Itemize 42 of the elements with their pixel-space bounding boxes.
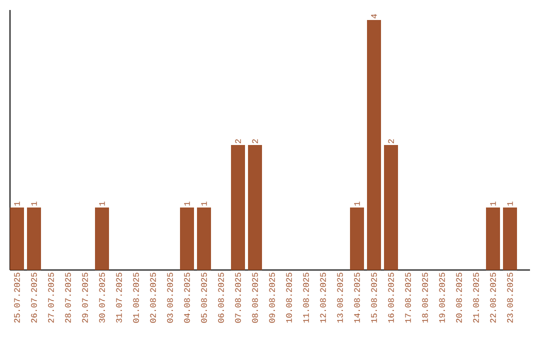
x-tick-label: 19.08.2025 — [439, 272, 445, 323]
x-tick-label: 13.08.2025 — [337, 272, 343, 323]
x-tick-label: 10.08.2025 — [286, 272, 292, 323]
data-label: 1 — [99, 202, 105, 206]
x-tick-label: 23.08.2025 — [507, 272, 513, 323]
x-tick-label: 25.07.2025 — [14, 272, 20, 323]
x-tick-label: 29.07.2025 — [82, 272, 88, 323]
data-label: 1 — [507, 202, 513, 206]
data-label: 1 — [184, 202, 190, 206]
x-tick-label: 22.08.2025 — [490, 272, 496, 323]
x-tick-label: 12.08.2025 — [320, 272, 326, 323]
x-tick-label: 05.08.2025 — [201, 272, 207, 323]
data-label: 1 — [490, 202, 496, 206]
data-label: 1 — [14, 202, 20, 206]
x-tick-label: 28.07.2025 — [65, 272, 71, 323]
x-tick-label: 18.08.2025 — [422, 272, 428, 323]
x-tick-label: 30.07.2025 — [99, 272, 105, 323]
x-tick-label: 02.08.2025 — [150, 272, 156, 323]
x-tick-label: 15.08.2025 — [371, 272, 377, 323]
x-tick-label: 09.08.2025 — [269, 272, 275, 323]
data-label: 1 — [31, 202, 37, 206]
x-tick-label: 08.08.2025 — [252, 272, 258, 323]
x-tick-label: 27.07.2025 — [48, 272, 54, 323]
x-tick-label: 31.07.2025 — [116, 272, 122, 323]
x-tick-label: 17.08.2025 — [405, 272, 411, 323]
x-tick-label: 14.08.2025 — [354, 272, 360, 323]
data-label: 2 — [235, 139, 241, 144]
data-label: 2 — [252, 139, 258, 144]
data-label: 1 — [354, 202, 360, 206]
x-tick-label: 16.08.2025 — [388, 272, 394, 323]
x-tick-label: 20.08.2025 — [456, 272, 462, 323]
data-label: 4 — [371, 14, 377, 18]
x-tick-label: 21.08.2025 — [473, 272, 479, 323]
x-tick-label: 04.08.2025 — [184, 272, 190, 323]
data-label: 1 — [201, 202, 207, 206]
x-tick-label: 11.08.2025 — [303, 272, 309, 323]
data-label: 2 — [388, 139, 394, 144]
x-tick-label: 26.07.2025 — [31, 272, 37, 323]
x-tick-label: 07.08.2025 — [235, 272, 241, 323]
x-tick-label: 06.08.2025 — [218, 272, 224, 323]
x-tick-label: 03.08.2025 — [167, 272, 173, 323]
x-tick-label: 01.08.2025 — [133, 272, 139, 323]
